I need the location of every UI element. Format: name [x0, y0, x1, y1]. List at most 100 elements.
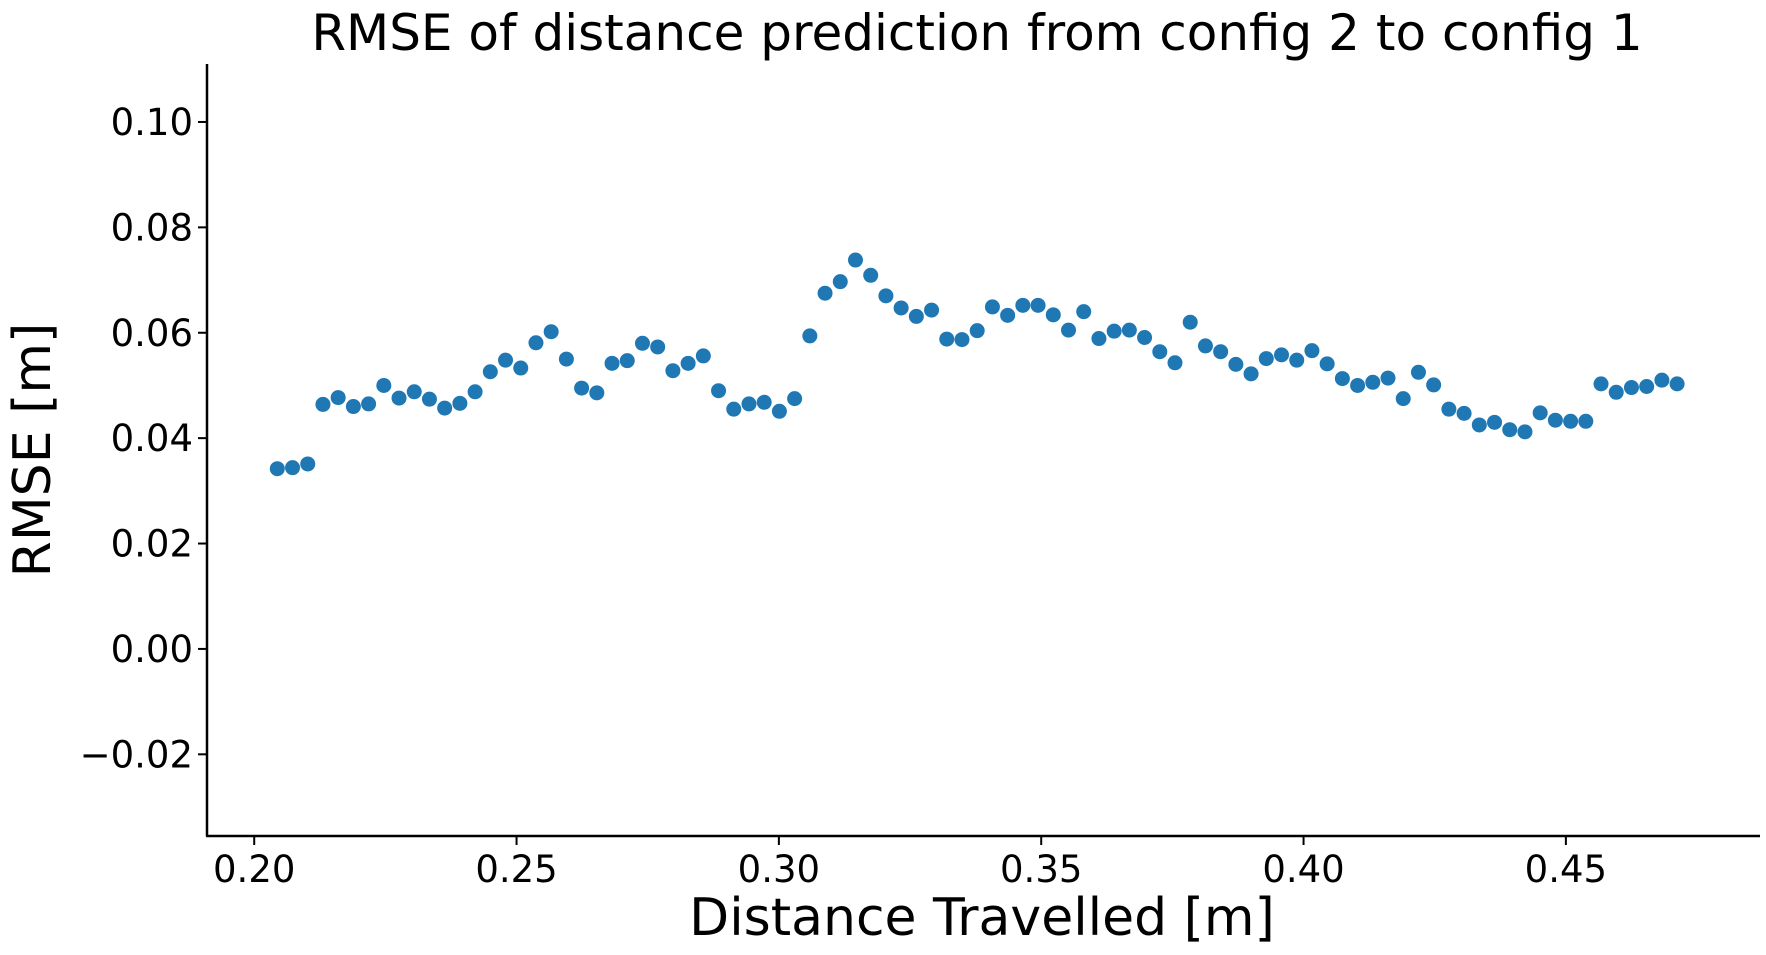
scatter-point	[421, 391, 437, 407]
scatter-point	[1060, 322, 1076, 338]
scatter-point	[1243, 366, 1259, 382]
y-tick-label: 0.08	[111, 206, 193, 249]
scatter-point	[634, 335, 650, 351]
x-tick-label: 0.35	[1000, 848, 1082, 891]
scatter-point	[1258, 351, 1274, 367]
scatter-point	[1106, 323, 1122, 339]
chart-title: RMSE of distance prediction from config …	[311, 4, 1642, 62]
scatter-point	[1456, 405, 1472, 421]
scatter-point	[1502, 422, 1518, 438]
scatter-point	[1000, 307, 1016, 323]
scatter-point	[482, 364, 498, 380]
scatter-point	[467, 384, 483, 400]
y-tick-label: −0.02	[80, 733, 193, 776]
scatter-point	[1593, 376, 1609, 392]
scatter-point	[361, 396, 377, 412]
scatter-point	[756, 394, 772, 410]
scatter-point	[787, 391, 803, 407]
scatter-point	[939, 331, 955, 347]
scatter-point	[741, 396, 757, 412]
scatter-point	[391, 390, 407, 406]
scatter-point	[924, 302, 940, 318]
scatter-point	[452, 395, 468, 411]
scatter-point	[878, 288, 894, 304]
scatter-point	[954, 332, 970, 348]
scatter-point	[285, 460, 301, 476]
x-tick-label: 0.40	[1262, 848, 1344, 891]
scatter-point	[1228, 356, 1244, 372]
scatter-point	[513, 360, 529, 376]
scatter-point	[1182, 314, 1198, 330]
y-axis-ticks: −0.02 0.00 0.02 0.04 0.06 0.08 0.10	[80, 101, 207, 776]
scatter-point	[847, 252, 863, 268]
scatter-point	[1167, 355, 1183, 371]
scatter-point	[1015, 297, 1031, 313]
y-tick-label: 0.10	[111, 101, 193, 144]
scatter-point	[832, 274, 848, 290]
scatter-point	[1487, 414, 1503, 430]
scatter-point	[680, 355, 696, 371]
scatter-point	[1380, 370, 1396, 386]
scatter-point	[1365, 374, 1381, 390]
y-tick-label: 0.06	[111, 312, 193, 355]
x-tick-label: 0.30	[738, 848, 820, 891]
x-tick-label: 0.20	[213, 848, 295, 891]
scatter-point	[1547, 412, 1563, 428]
scatter-point	[650, 339, 666, 355]
scatter-point	[269, 461, 285, 477]
scatter-point	[1669, 376, 1685, 392]
scatter-point	[1410, 364, 1426, 380]
scatter-point	[1532, 405, 1548, 421]
scatter-point	[726, 401, 742, 417]
scatter-point	[1517, 424, 1533, 440]
scatter-point	[1304, 343, 1320, 359]
scatter-point	[908, 308, 924, 324]
scatter-point	[437, 400, 453, 416]
scatter-point	[1213, 344, 1229, 360]
scatter-point	[1334, 371, 1350, 387]
scatter-point	[1137, 329, 1153, 345]
scatter-point	[498, 352, 514, 368]
scatter-point	[817, 285, 833, 301]
scatter-point	[1030, 297, 1046, 313]
scatter-point	[528, 335, 544, 351]
scatter-point	[1623, 380, 1639, 396]
x-axis-ticks: 0.20 0.25 0.30 0.35 0.40 0.45	[213, 836, 1607, 891]
scatter-point	[1639, 379, 1655, 395]
data-points	[269, 252, 1685, 477]
y-tick-label: 0.02	[111, 523, 193, 566]
scatter-point	[1471, 417, 1487, 433]
scatter-point	[984, 299, 1000, 315]
scatter-point	[376, 377, 392, 393]
scatter-point	[711, 383, 727, 399]
y-tick-label: 0.00	[111, 628, 193, 671]
scatter-point	[1441, 401, 1457, 417]
scatter-point	[1563, 413, 1579, 429]
scatter-point	[1319, 356, 1335, 372]
scatter-point	[771, 403, 787, 419]
scatter-point	[1578, 413, 1594, 429]
scatter-point	[863, 267, 879, 283]
scatter-point	[1091, 331, 1107, 347]
scatter-point	[330, 390, 346, 406]
y-tick-label: 0.04	[111, 417, 193, 460]
scatter-point	[893, 300, 909, 316]
scatter-point	[1350, 377, 1366, 393]
scatter-point	[619, 353, 635, 369]
scatter-point	[1152, 344, 1168, 360]
y-axis-label: RMSE [m]	[3, 323, 63, 578]
scatter-point	[589, 385, 605, 401]
scatter-point	[1608, 384, 1624, 400]
scatter-point	[1197, 338, 1213, 354]
scatter-point	[802, 328, 818, 344]
scatter-point	[1654, 372, 1670, 388]
scatter-point	[1274, 347, 1290, 363]
scatter-point	[543, 324, 559, 340]
scatter-point	[300, 456, 316, 472]
scatter-point	[558, 351, 574, 367]
scatter-point	[345, 399, 361, 415]
x-tick-label: 0.45	[1525, 848, 1607, 891]
scatter-point	[315, 396, 331, 412]
scatter-point	[1395, 391, 1411, 407]
